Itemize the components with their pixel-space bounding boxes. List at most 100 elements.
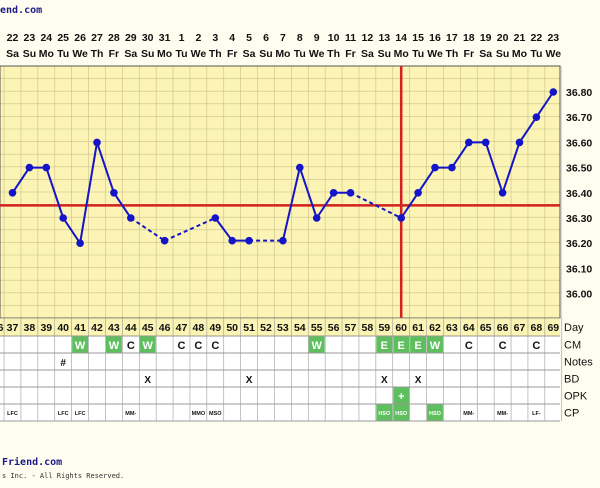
weekday-label: Th	[445, 48, 458, 60]
y-tick-label: 36.60	[566, 137, 592, 149]
date-label: 10	[328, 32, 340, 44]
cycle-day-label: 57	[345, 322, 357, 334]
cycle-day-label: 48	[193, 322, 205, 334]
weekday-label: Th	[91, 48, 104, 60]
cm-value: W	[143, 340, 154, 352]
footer-site-name: Friend.com	[2, 457, 63, 468]
y-tick-label: 36.00	[566, 289, 592, 301]
temp-point	[329, 189, 338, 197]
cm-value: W	[430, 340, 441, 352]
temp-segment	[281, 167, 301, 241]
cp-value: HSO	[378, 411, 391, 417]
temp-point	[93, 138, 101, 147]
date-label: 22	[7, 32, 19, 44]
cycle-day-label: 51	[243, 322, 255, 334]
date-label: 13	[378, 32, 390, 44]
cm-highlight-cell	[410, 336, 427, 353]
date-label: 15	[412, 32, 424, 44]
temp-point	[228, 236, 236, 245]
temp-point	[42, 163, 51, 172]
cm-value: C	[465, 340, 473, 352]
cm-value: E	[381, 340, 388, 352]
cp-highlight-cell	[376, 404, 393, 421]
cycle-day-label: 69	[547, 322, 559, 334]
date-label: 27	[91, 32, 103, 44]
temp-point	[397, 214, 406, 222]
cp-value: MSO	[209, 411, 222, 417]
cm-value: C	[127, 340, 135, 352]
temp-point	[245, 236, 253, 245]
temp-segment	[501, 142, 521, 194]
notes-value: #	[60, 358, 66, 369]
cm-highlight-cell	[393, 336, 410, 353]
cp-value: LFC	[75, 411, 86, 417]
weekday-label: We	[191, 48, 207, 60]
weekday-label: Sa	[479, 48, 492, 60]
cp-value: MMO	[192, 411, 206, 417]
weekday-label: We	[309, 48, 325, 60]
cycle-day-label: 56	[328, 322, 340, 334]
cm-value: C	[178, 340, 186, 352]
weekday-label: Tu	[294, 48, 306, 60]
cp-value: LF-	[532, 411, 541, 417]
weekday-label: We	[427, 48, 443, 60]
temp-point	[498, 189, 507, 197]
weekday-label: We	[546, 48, 562, 60]
cp-highlight-cell	[393, 404, 410, 421]
date-label: 30	[142, 32, 154, 44]
temp-point	[8, 189, 17, 197]
temp-segment	[45, 167, 65, 219]
temp-point	[25, 163, 34, 172]
weekday-label: Su	[259, 48, 272, 60]
weekday-label: Sa	[361, 48, 374, 60]
y-tick-label: 36.70	[566, 112, 592, 124]
row-label-opk: OPK	[564, 391, 588, 403]
cm-value: E	[414, 340, 421, 352]
weekday-label: Fr	[464, 48, 475, 60]
cm-highlight-cell	[72, 336, 89, 353]
weekday-label: Tu	[530, 48, 542, 60]
cycle-day-label: 53	[277, 322, 289, 334]
temp-segment	[451, 141, 470, 169]
date-label: 18	[463, 32, 475, 44]
cycle-day-label: 63	[446, 322, 458, 334]
cycle-day-label: 67	[514, 322, 526, 334]
date-label: 14	[395, 32, 407, 44]
date-label: 31	[159, 32, 171, 44]
row-label-cp: CP	[564, 408, 579, 420]
weekday-label: Su	[496, 48, 509, 60]
weekday-label: Mo	[275, 48, 290, 60]
row-label-cm: CM	[564, 340, 581, 352]
weekday-label: Th	[327, 48, 340, 60]
date-label: 22	[531, 32, 543, 44]
weekday-label: Su	[141, 48, 154, 60]
cm-value: W	[109, 340, 120, 352]
cycle-day-label: 44	[125, 322, 137, 334]
date-label: 1	[179, 32, 185, 44]
cycle-day-label: 46	[159, 322, 171, 334]
cycle-day-label: 36	[0, 322, 4, 334]
cycle-day-label: 64	[463, 322, 475, 334]
y-tick-label: 36.30	[566, 213, 592, 225]
temp-segment	[96, 142, 115, 194]
cycle-day-label: 60	[395, 322, 407, 334]
cycle-day-label: 43	[108, 322, 120, 334]
cm-highlight-cell	[139, 336, 156, 353]
cm-value: C	[194, 340, 202, 352]
cm-value: W	[312, 340, 323, 352]
bd-value: X	[381, 375, 388, 386]
date-label: 8	[297, 32, 303, 44]
date-label: 11	[345, 32, 356, 44]
cm-value: C	[211, 340, 219, 352]
temp-segment	[79, 142, 98, 244]
cp-value: LFC	[58, 411, 69, 417]
temp-point	[312, 214, 321, 222]
cm-highlight-cell	[427, 336, 443, 353]
temp-point	[127, 214, 135, 222]
weekday-label: Tu	[412, 48, 424, 60]
cm-highlight-cell	[105, 336, 122, 353]
y-tick-label: 36.80	[566, 87, 592, 99]
temp-point	[481, 138, 490, 147]
date-label: 28	[108, 32, 120, 44]
date-label: 16	[429, 32, 441, 44]
